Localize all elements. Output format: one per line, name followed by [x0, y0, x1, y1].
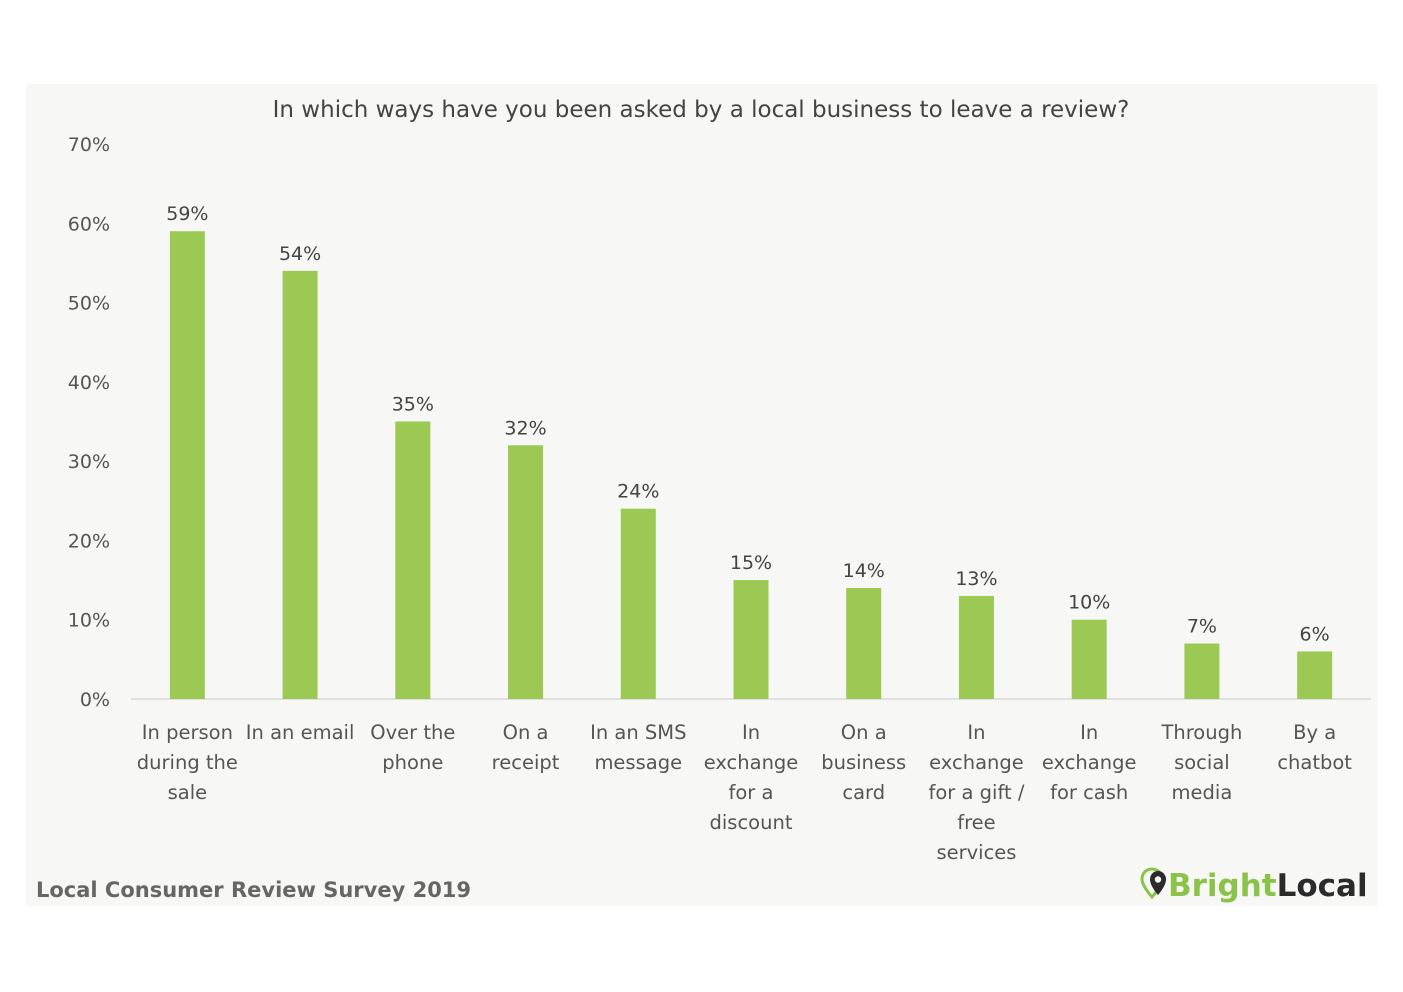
chart-panel: In which ways have you been asked by a l…	[26, 84, 1377, 906]
x-tick-label: In exchange for cash	[1042, 721, 1137, 804]
y-tick-label: 40%	[68, 372, 110, 394]
bar	[846, 588, 882, 699]
x-tick-label: In an SMS message	[590, 721, 686, 774]
x-tick-label: On a business card	[821, 721, 906, 804]
bar-chart: In which ways have you been asked by a l…	[36, 97, 1371, 904]
source-note: Local Consumer Review Survey 2019	[36, 878, 471, 902]
brand-name-bright: Bright	[1168, 868, 1277, 904]
y-tick-label: 10%	[68, 610, 110, 632]
data-label: 59%	[166, 203, 208, 225]
data-label: 35%	[392, 394, 434, 416]
bar	[1184, 643, 1220, 699]
bar	[1071, 619, 1107, 699]
data-label: 15%	[730, 552, 772, 574]
x-tick-label: In exchange for a discount	[704, 721, 799, 834]
bar	[508, 445, 544, 699]
y-tick-label: 50%	[68, 293, 110, 315]
brightlocal-logo: BrightLocal	[1140, 867, 1368, 904]
x-tick-label: On a receipt	[492, 721, 560, 774]
data-label: 6%	[1300, 623, 1330, 645]
bar	[169, 231, 205, 699]
bar	[395, 421, 431, 699]
value-labels: 59% 54% 35% 32% 24% 15% 14% 13% 10% 7% 6%	[166, 203, 1329, 645]
data-label: 10%	[1068, 592, 1110, 614]
brand-name-local: Local	[1277, 868, 1368, 904]
x-tick-label: In an email	[246, 721, 355, 744]
map-pin-icon	[1140, 867, 1166, 900]
bar	[733, 580, 769, 699]
bar	[1297, 651, 1333, 699]
y-tick-label: 60%	[68, 213, 110, 235]
y-tick-label: 30%	[68, 451, 110, 473]
bars	[169, 231, 1333, 699]
bar	[620, 508, 656, 699]
category-labels: In person during the sale In an email Over t…	[137, 721, 1352, 864]
data-label: 14%	[843, 560, 885, 582]
x-tick-label: In person during the sale	[137, 721, 238, 804]
y-tick-label: 70%	[68, 134, 110, 156]
y-tick-label: 0%	[80, 689, 110, 711]
x-tick-label: Over the phone	[370, 721, 455, 774]
x-tick-label: In exchange for a gift / free services	[929, 721, 1025, 864]
x-tick-label: Through social media	[1160, 721, 1242, 804]
x-tick-label: By a chatbot	[1277, 721, 1352, 774]
data-label: 7%	[1187, 616, 1217, 638]
chart-title: In which ways have you been asked by a l…	[273, 97, 1130, 123]
data-label: 13%	[955, 568, 997, 590]
bar	[958, 595, 994, 699]
svg-text:BrightLocal: BrightLocal	[1168, 868, 1368, 904]
data-label: 32%	[504, 417, 546, 439]
y-tick-label: 20%	[68, 530, 110, 552]
data-label: 24%	[617, 481, 659, 503]
y-axis: 0% 10% 20% 30% 40% 50% 60% 70%	[68, 134, 110, 711]
data-label: 54%	[279, 243, 321, 265]
bar	[282, 270, 318, 699]
